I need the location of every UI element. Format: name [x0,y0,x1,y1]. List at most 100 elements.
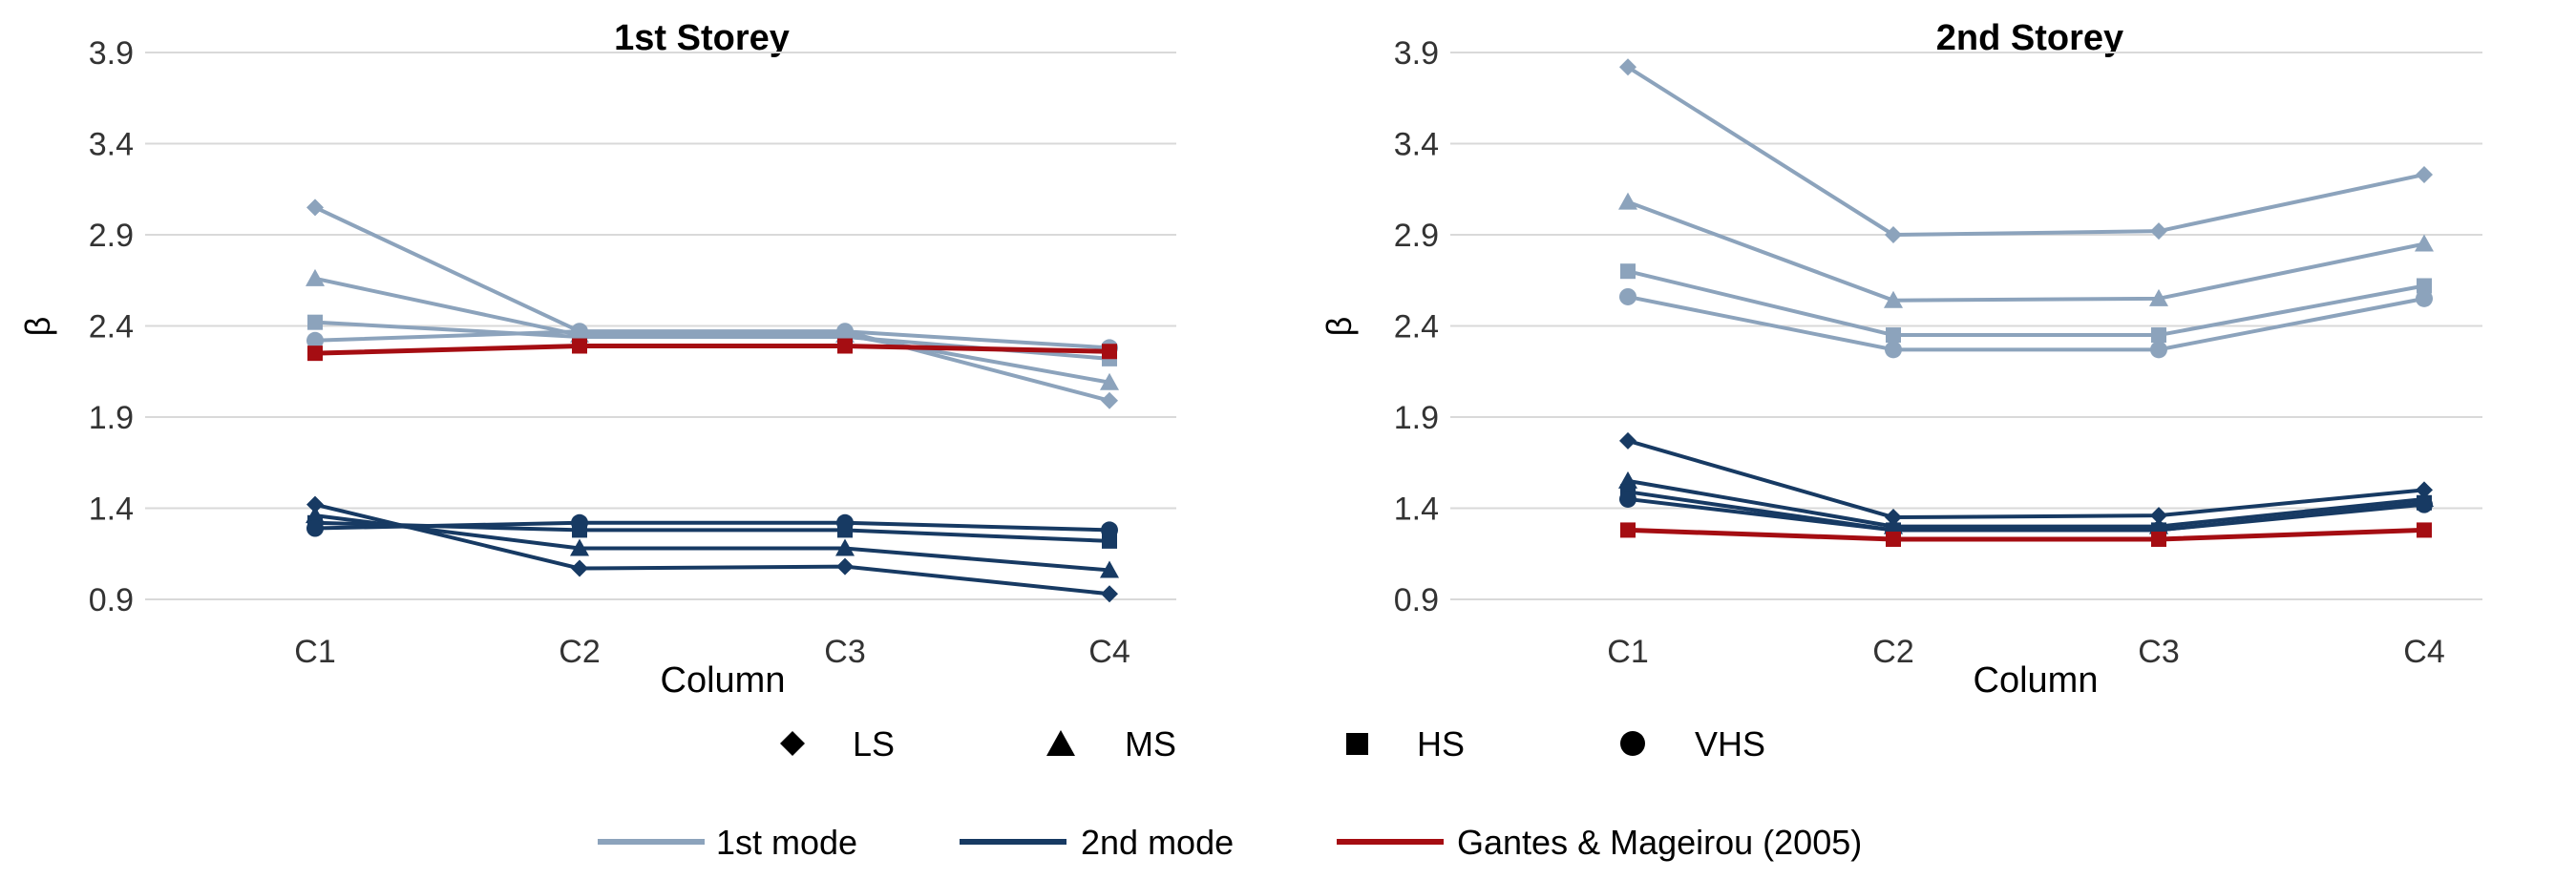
data-point [2416,495,2433,513]
legend-label: 2nd mode [1081,823,1234,862]
diamond-icon [780,731,805,756]
data-point [2417,522,2432,538]
data-point [1102,344,1117,360]
x-axis-label: Column [661,660,786,701]
legend-label: HS [1417,724,1465,764]
series-line [1627,269,2425,338]
data-point [1100,372,1119,390]
data-point [1619,490,1636,508]
y-tick-label: 0.9 [89,582,134,618]
data-point [2150,341,2167,359]
data-point [1620,263,1636,280]
data-point [2150,507,2167,525]
series-line [1627,438,2425,520]
x-tick-label: C3 [824,634,865,670]
x-tick-label: C4 [2403,634,2444,670]
y-tick-label: 2.9 [89,218,134,254]
data-point [571,513,588,532]
data-point [837,338,853,354]
legend-label: 1st mode [716,823,857,862]
series-ls-1st-mode [1619,58,2433,243]
series-ms-2nd-mode [306,506,1119,578]
y-tick-label: 2.9 [1394,218,1439,254]
data-point [306,331,324,349]
data-point [1620,522,1636,538]
data-point [306,495,324,513]
series-gantes-mageirou-2005- [1620,522,2432,547]
x-tick-label: C4 [1088,634,1130,670]
data-point [571,323,588,341]
data-point [1886,327,1901,344]
series-line [314,520,1110,533]
y-tick-label: 3.9 [89,35,134,72]
series-line [314,344,1110,356]
y-tick-label: 2.4 [89,309,134,345]
data-point [2151,327,2166,344]
series-vhs-2nd-mode [306,513,1118,539]
data-point [835,538,855,556]
data-point [1101,391,1118,409]
series-line [314,513,1110,573]
legend-lines: 1st mode 2nd mode Gantes & Mageirou (200… [598,823,1862,862]
data-point [1618,192,1637,210]
data-point [2150,222,2167,241]
legend-entry-gantes: Gantes & Mageirou (2005) [1337,823,1862,862]
x-tick-label: C1 [294,634,335,670]
series-line [1627,294,2425,352]
legend-label: MS [1125,724,1176,764]
data-point [1885,341,1902,359]
data-point [1101,585,1118,603]
legend-markers: LS MS HS VHS [780,724,1765,764]
data-point [1619,431,1636,450]
series-line [314,329,1110,350]
data-point [2416,289,2433,307]
data-point [570,538,589,556]
legend-entry-vhs: VHS [1620,724,1765,764]
y-axis-label: β [18,317,57,337]
legend-entry-1st-mode: 1st mode [598,823,857,862]
data-point [571,559,588,577]
x-tick-label: C2 [1872,634,1913,670]
legend-entry-ms: MS [1046,724,1176,764]
data-point [306,199,324,217]
y-tick-label: 0.9 [1394,582,1439,618]
data-point [1885,226,1902,243]
y-tick-label: 3.4 [89,127,134,163]
x-tick-label: C3 [2138,634,2179,670]
legend-label: LS [853,724,895,764]
triangle-icon [1046,730,1075,756]
series-line [314,502,1110,596]
series-line [1627,199,2425,303]
data-point [2417,278,2432,294]
legend-label: VHS [1695,724,1765,764]
x-tick-label: C2 [559,634,600,670]
data-point [307,345,323,362]
data-point [1619,58,1636,76]
data-point [1884,290,1903,308]
y-tick-label: 1.9 [89,400,134,436]
data-point [836,557,854,576]
series-vhs-1st-mode [1619,287,2433,359]
chart-panel-1st-storey: 1st Storey β Column 0.91.41.92.42.93.43.… [18,18,1176,701]
y-tick-label: 1.4 [1394,492,1439,528]
data-point [2149,288,2168,306]
legend-entry-2nd-mode: 2nd mode [960,823,1234,862]
data-point [2415,234,2434,252]
series-line [1627,496,2425,533]
data-point [836,513,854,532]
data-point [572,338,587,354]
data-point [306,268,325,286]
series-line [1627,478,2425,529]
x-axis-label: Column [1974,660,2099,701]
data-point [1619,287,1636,305]
square-icon [1346,733,1368,755]
y-tick-label: 1.4 [89,492,134,528]
series-gantes-mageirou-2005- [307,338,1117,362]
legend-label: Gantes & Mageirou (2005) [1457,823,1862,862]
legend-entry-hs: HS [1346,724,1465,764]
data-point [1100,560,1119,578]
data-point [1101,521,1118,539]
y-tick-label: 3.9 [1394,35,1439,72]
circle-icon [1620,731,1645,756]
chart-panel-2nd-storey: 2nd Storey β Column 0.91.41.92.42.93.43.… [1320,18,2482,701]
